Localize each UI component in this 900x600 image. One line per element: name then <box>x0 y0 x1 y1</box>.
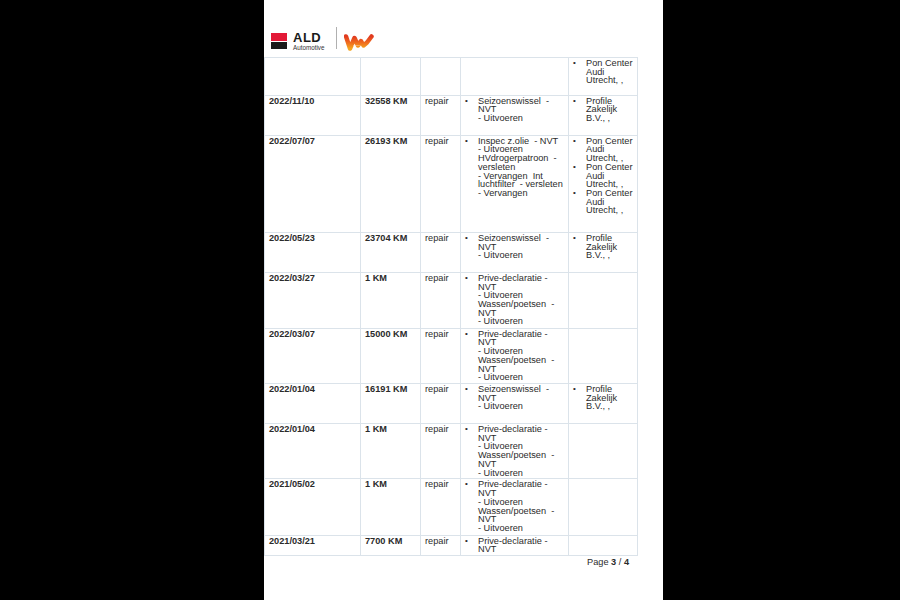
svg-text:logistics: logistics <box>353 44 360 46</box>
